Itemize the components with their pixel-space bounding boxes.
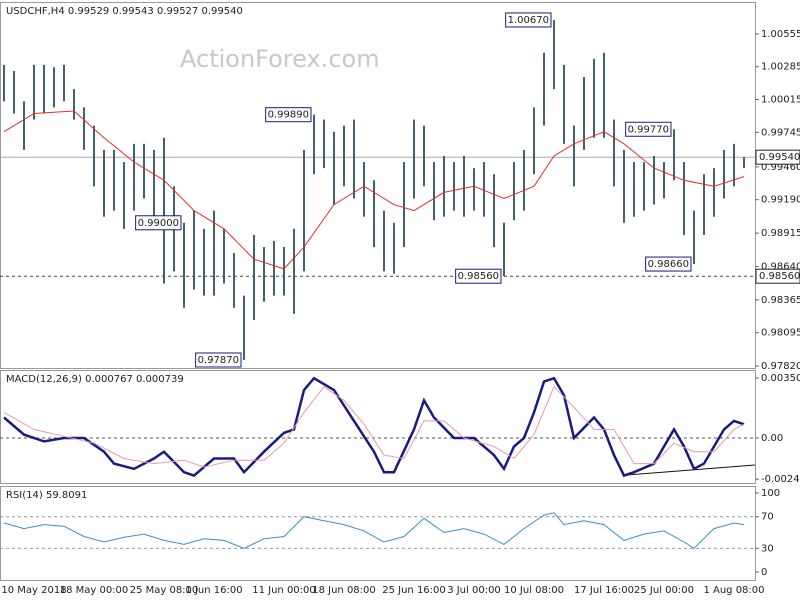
x-tick-label: 1 Aug 08:00 — [703, 585, 764, 596]
indicator-line — [3, 385, 745, 468]
price-label: 0.99770 — [628, 124, 669, 135]
price-label: 0.99000 — [138, 218, 179, 229]
panel-title: USDCHF,H4 0.99529 0.99543 0.99527 0.9954… — [6, 6, 243, 17]
panel-frame — [0, 486, 756, 581]
x-tick-label: 18 Jun 08:00 — [312, 585, 376, 596]
y-tick-label: 0.99745 — [761, 127, 800, 138]
x-tick-label: 25 May 08:00 — [130, 585, 199, 596]
axis-price-label: 0.98560 — [759, 271, 800, 282]
y-tick-label: 0.98365 — [761, 295, 800, 306]
indicator-line — [3, 512, 745, 549]
y-tick-label: 0 — [761, 567, 767, 578]
y-tick-label: 1.00285 — [761, 62, 800, 73]
price-label-box — [625, 121, 672, 137]
y-tick-label: 70 — [761, 512, 774, 523]
price-label-box — [195, 352, 242, 368]
y-tick-label: 0.99190 — [761, 195, 800, 206]
y-tick-label: 1.00015 — [761, 95, 800, 106]
x-tick-label: 10 Jul 08:00 — [504, 585, 564, 596]
x-tick-label: 11 Jun 00:00 — [252, 585, 316, 596]
price-label-box — [455, 268, 502, 284]
x-tick-label: 3 Jul 00:00 — [447, 585, 501, 596]
price-label-box — [135, 215, 182, 231]
panel-title: RSI(14) 59.8091 — [6, 490, 87, 501]
axis-price-label: 0.99540 — [759, 152, 800, 163]
price-label: 0.98560 — [458, 271, 499, 282]
panel-frame — [0, 2, 756, 369]
price-label: 1.00670 — [508, 15, 549, 26]
macd-trendline — [626, 464, 756, 476]
price-label: 0.99890 — [268, 110, 309, 121]
axis-price-box — [755, 149, 800, 165]
y-tick-label: 0.003509 — [761, 373, 800, 384]
axis-price-box — [755, 268, 800, 284]
y-tick-label: 0.98640 — [761, 261, 800, 272]
price-label-box — [265, 107, 312, 123]
x-tick-label: 25 Jun 16:00 — [382, 585, 446, 596]
price-label-box — [505, 12, 552, 28]
x-tick-label: 1 Jun 16:00 — [185, 585, 242, 596]
y-tick-label: 1.00555 — [761, 29, 800, 40]
price-label: 0.98660 — [648, 259, 689, 270]
y-tick-label: 100 — [761, 488, 780, 499]
panel-frame — [0, 370, 756, 484]
y-tick-label: 0.97820 — [761, 361, 800, 372]
moving-average — [3, 110, 745, 270]
price-label-box — [645, 256, 692, 272]
x-tick-label: 25 Jul 00:00 — [634, 585, 694, 596]
x-tick-label: 18 May 00:00 — [60, 585, 129, 596]
y-tick-label: 30 — [761, 543, 774, 554]
x-tick-label: 10 May 2018 — [1, 585, 66, 596]
x-tick-label: 17 Jul 16:00 — [574, 585, 634, 596]
price-label: 0.97870 — [198, 355, 239, 366]
y-tick-label: 0.00 — [761, 433, 783, 444]
watermark: ActionForex.com — [180, 45, 380, 73]
y-tick-label: 0.98915 — [761, 228, 800, 239]
y-tick-label: -0.002408 — [761, 474, 800, 485]
indicator-line — [3, 376, 745, 478]
y-tick-label: 0.98095 — [761, 328, 800, 339]
panel-title: MACD(12,26,9) 0.000767 0.000739 — [6, 374, 184, 385]
y-tick-label: 0.99460 — [761, 162, 800, 173]
